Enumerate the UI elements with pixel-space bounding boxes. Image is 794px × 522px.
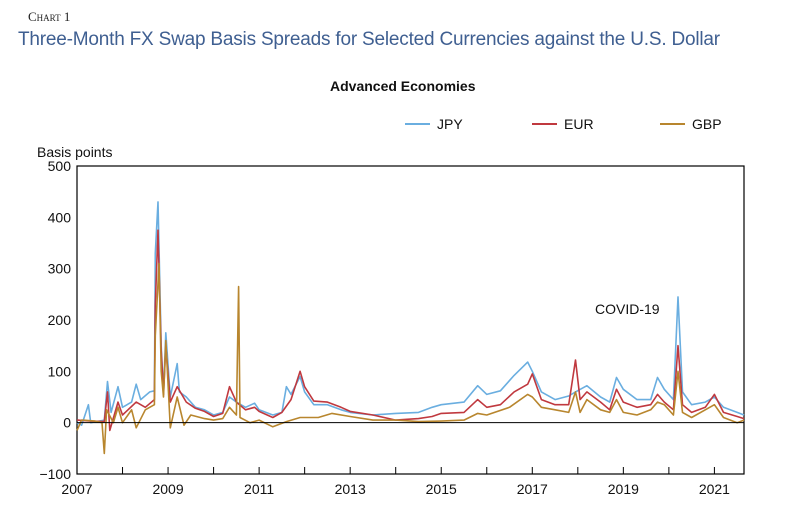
chart-title: Three-Month FX Swap Basis Spreads for Se… <box>18 29 720 50</box>
plot-frame <box>76 165 745 475</box>
legend-label-eur: EUR <box>564 116 594 132</box>
y-tick-label: 400 <box>48 209 72 225</box>
y-tick-label: 300 <box>48 261 72 277</box>
chart-label: Chart 1 <box>28 9 71 24</box>
x-tick-label: 2013 <box>335 481 366 497</box>
covid-annotation: COVID-19 <box>595 301 660 317</box>
chart-subtitle: Advanced Economies <box>330 78 476 94</box>
x-tick-label: 2015 <box>426 481 457 497</box>
series-line-jpy <box>76 201 745 426</box>
y-tick-label: 200 <box>48 312 72 328</box>
y-tick-label: −100 <box>39 466 71 482</box>
y-tick-label: 0 <box>63 415 71 431</box>
x-tick-label: 2007 <box>61 481 92 497</box>
legend-label-jpy: JPY <box>437 116 463 132</box>
x-tick-label: 2021 <box>699 481 730 497</box>
x-tick-label: 2011 <box>244 481 274 497</box>
series-line-gbp <box>76 262 745 455</box>
y-tick-label: 500 <box>48 158 72 174</box>
x-tick-label: 2017 <box>517 481 548 497</box>
x-tick-label: 2009 <box>152 481 183 497</box>
y-tick-label: 100 <box>48 363 72 379</box>
x-tick-label: 2019 <box>608 481 639 497</box>
legend-label-gbp: GBP <box>692 116 722 132</box>
y-axis-label: Basis points <box>37 144 113 160</box>
